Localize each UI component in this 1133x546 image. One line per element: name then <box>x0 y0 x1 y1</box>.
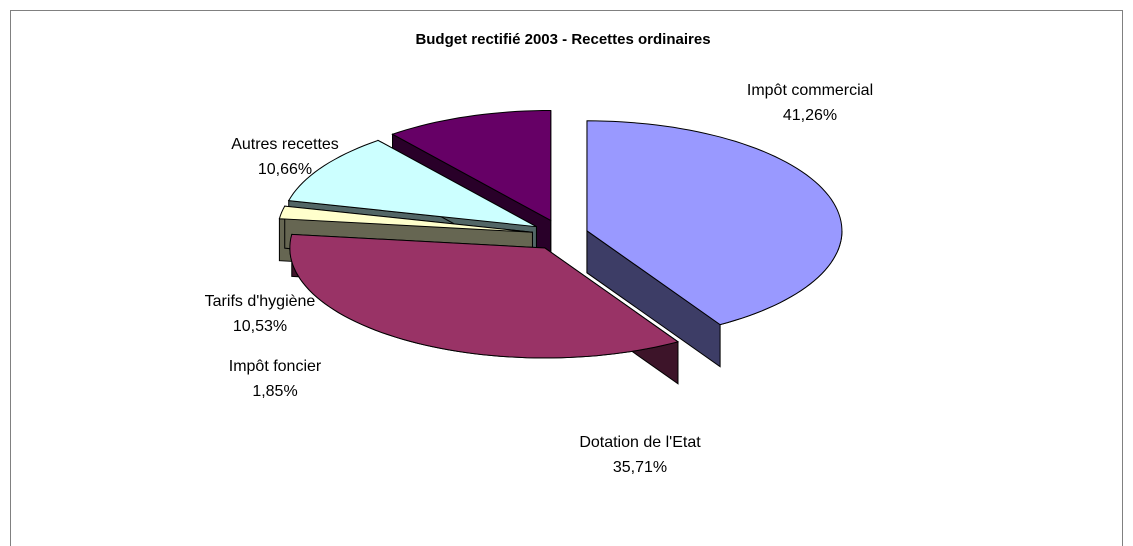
slice-label: Dotation de l'Etat <box>579 434 701 451</box>
slice-value-label: 41,26% <box>783 107 837 124</box>
slice-value-label: 10,66% <box>258 161 312 178</box>
slice <box>278 205 533 233</box>
slice-value-label: 35,71% <box>613 459 667 476</box>
slice-label: Impôt commercial <box>747 82 873 99</box>
slice <box>391 110 552 222</box>
slice-label: Autres recettes <box>231 136 339 153</box>
slice <box>586 120 843 326</box>
slice <box>287 139 537 228</box>
slice-label: Tarifs d'hygiène <box>205 293 316 310</box>
slice <box>289 233 680 359</box>
chart-title: Budget rectifié 2003 - Recettes ordinair… <box>415 31 710 48</box>
slice-value-label: 10,53% <box>233 318 287 335</box>
slice-value-label: 1,85% <box>252 383 297 400</box>
slice-label: Impôt foncier <box>229 358 322 375</box>
